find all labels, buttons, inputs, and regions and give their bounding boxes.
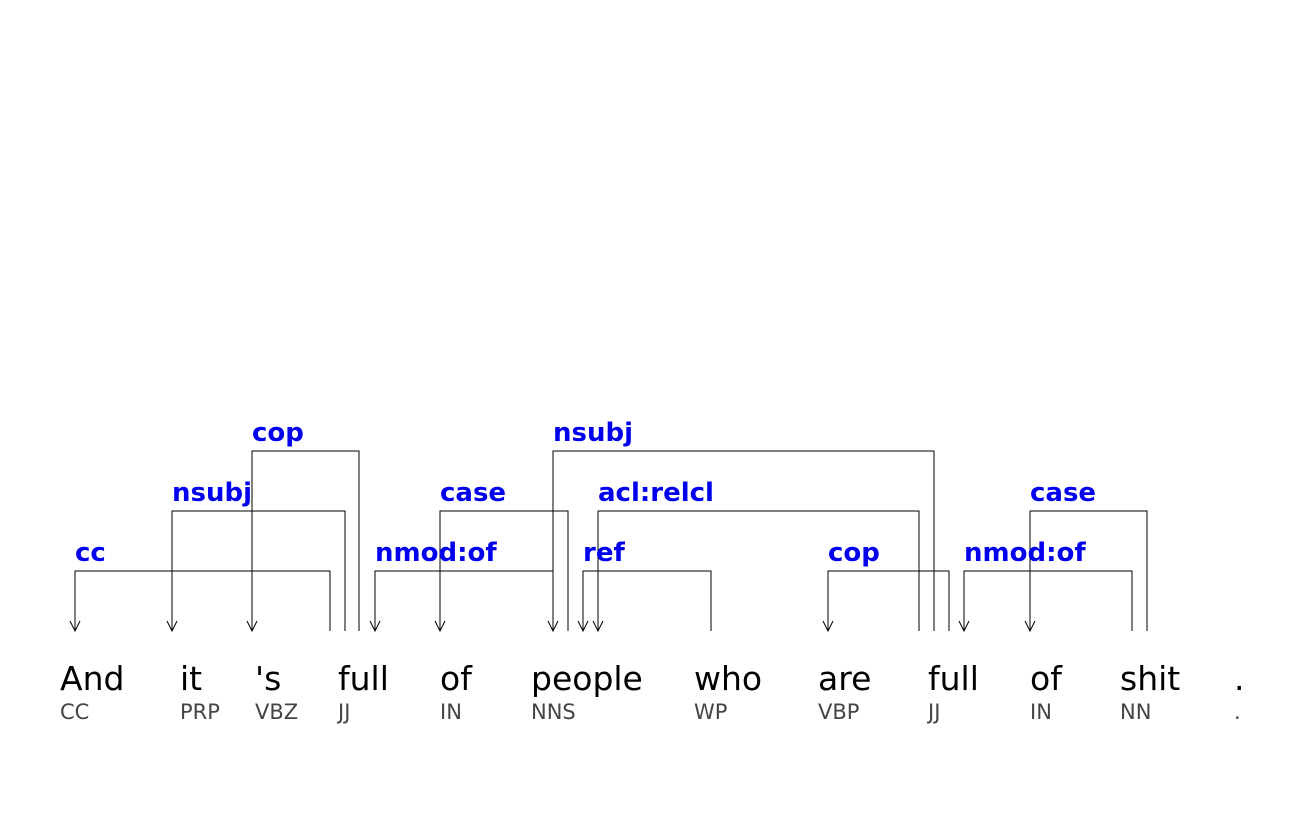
- arcs-layer: [69, 450, 1148, 633]
- token-tag: CC: [60, 700, 89, 724]
- arrowhead-icon: [822, 620, 834, 633]
- token-word: .: [1234, 659, 1245, 698]
- token-tag: IN: [440, 700, 462, 724]
- token-word: of: [440, 659, 473, 698]
- arc-case: [1029, 510, 1148, 631]
- token-tag: PRP: [180, 700, 220, 724]
- arrowhead-icon: [958, 620, 970, 633]
- arc-label: nsubj: [553, 418, 633, 448]
- arc-cc: [74, 570, 331, 631]
- arc-cop: [251, 450, 360, 631]
- arc-label: acl:relcl: [598, 478, 714, 508]
- arrowhead-icon: [369, 620, 381, 633]
- arc-label: cop: [252, 418, 304, 448]
- arc-label: cc: [75, 538, 106, 568]
- token-tag: IN: [1030, 700, 1052, 724]
- arrowhead-icon: [246, 620, 258, 633]
- arrowhead-icon: [547, 620, 559, 633]
- token-tag: JJ: [336, 700, 350, 724]
- arc-ref: [582, 570, 712, 631]
- tokens-layer: AndCCitPRP'sVBZfullJJofINpeopleNNSwhoWPa…: [60, 659, 1245, 724]
- arc-nsubj: [171, 510, 346, 631]
- arc-label: nmod:of: [375, 538, 497, 568]
- token-word: who: [694, 659, 762, 698]
- token-word: 's: [255, 659, 281, 698]
- token-tag: VBZ: [255, 700, 298, 724]
- arrowhead-icon: [577, 620, 589, 633]
- token-word: full: [928, 659, 979, 698]
- token-tag: JJ: [926, 700, 940, 724]
- token-tag: NNS: [531, 700, 576, 724]
- arrowhead-icon: [592, 620, 604, 633]
- arc-nmod-of: [374, 570, 554, 631]
- token-word: full: [338, 659, 389, 698]
- token-tag: WP: [694, 700, 727, 724]
- arc-label: case: [440, 478, 506, 508]
- arc-label: ref: [583, 538, 625, 568]
- token-word: people: [531, 659, 643, 698]
- arc-nmod-of: [963, 570, 1133, 631]
- arc-label: case: [1030, 478, 1096, 508]
- arrowhead-icon: [166, 620, 178, 633]
- token-word: shit: [1120, 659, 1180, 698]
- token-word: And: [60, 659, 124, 698]
- arc-cop: [827, 570, 950, 631]
- token-tag: NN: [1120, 700, 1151, 724]
- token-tag: .: [1234, 700, 1241, 724]
- arc-label: nsubj: [172, 478, 252, 508]
- arc-case: [439, 510, 569, 631]
- arc-label: cop: [828, 538, 880, 568]
- arc-nsubj: [552, 450, 935, 631]
- arrowhead-icon: [69, 620, 81, 633]
- arc-label: nmod:of: [964, 538, 1086, 568]
- token-word: of: [1030, 659, 1063, 698]
- arrowhead-icon: [1024, 620, 1036, 633]
- token-word: it: [180, 659, 202, 698]
- token-word: are: [818, 659, 871, 698]
- arrowhead-icon: [434, 620, 446, 633]
- token-tag: VBP: [818, 700, 859, 724]
